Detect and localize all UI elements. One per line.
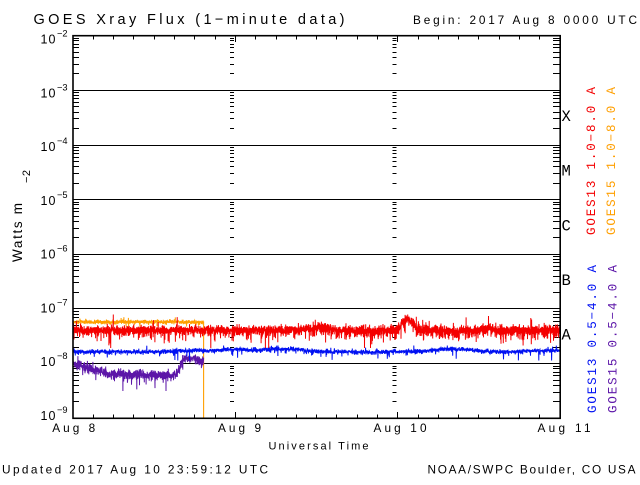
svg-text:X: X	[562, 108, 572, 126]
svg-text:10: 10	[41, 194, 56, 208]
svg-text:−6: −6	[57, 244, 68, 254]
svg-text:B: B	[562, 272, 571, 290]
svg-text:−3: −3	[57, 82, 68, 92]
svg-text:M: M	[562, 163, 571, 181]
svg-text:10: 10	[41, 301, 56, 315]
svg-text:GOES15 0.5−4.0 A: GOES15 0.5−4.0 A	[607, 265, 621, 413]
svg-text:10: 10	[41, 33, 56, 47]
svg-text:10: 10	[41, 409, 56, 423]
svg-text:−2: −2	[57, 29, 68, 39]
svg-text:10: 10	[41, 86, 56, 100]
svg-text:C: C	[562, 217, 571, 235]
svg-text:10: 10	[41, 140, 56, 154]
svg-text:NOAA/SWPC Boulder, CO USA: NOAA/SWPC Boulder, CO USA	[428, 463, 636, 477]
svg-text:GOES15 1.0−8.0 A: GOES15 1.0−8.0 A	[605, 87, 619, 235]
svg-text:−4: −4	[57, 136, 68, 146]
svg-text:10: 10	[41, 248, 56, 262]
svg-text:−8: −8	[57, 351, 68, 361]
svg-text:−9: −9	[57, 405, 68, 415]
svg-text:Updated 2017 Aug 10 23:59:12 U: Updated 2017 Aug 10 23:59:12 UTC	[2, 463, 268, 477]
svg-text:GOES13 0.5−4.0 A: GOES13 0.5−4.0 A	[586, 265, 600, 413]
svg-text:Aug 8: Aug 8	[52, 421, 95, 435]
svg-text:GOES Xray Flux (1−minute data): GOES Xray Flux (1−minute data)	[34, 12, 345, 28]
svg-text:Aug 11: Aug 11	[538, 421, 591, 435]
svg-text:Aug 9: Aug 9	[218, 421, 261, 435]
svg-text:−5: −5	[57, 190, 68, 200]
svg-text:A: A	[562, 327, 572, 345]
svg-text:10: 10	[41, 355, 56, 369]
svg-text:GOES13 1.0−8.0 A: GOES13 1.0−8.0 A	[585, 87, 599, 235]
svg-text:−7: −7	[57, 297, 68, 307]
svg-text:Watts m: Watts m	[10, 203, 25, 262]
svg-text:Begin: 2017 Aug 8 0000 UTC: Begin: 2017 Aug 8 0000 UTC	[413, 13, 637, 27]
svg-text:Aug 10: Aug 10	[374, 421, 427, 435]
svg-text:−2: −2	[21, 170, 33, 183]
